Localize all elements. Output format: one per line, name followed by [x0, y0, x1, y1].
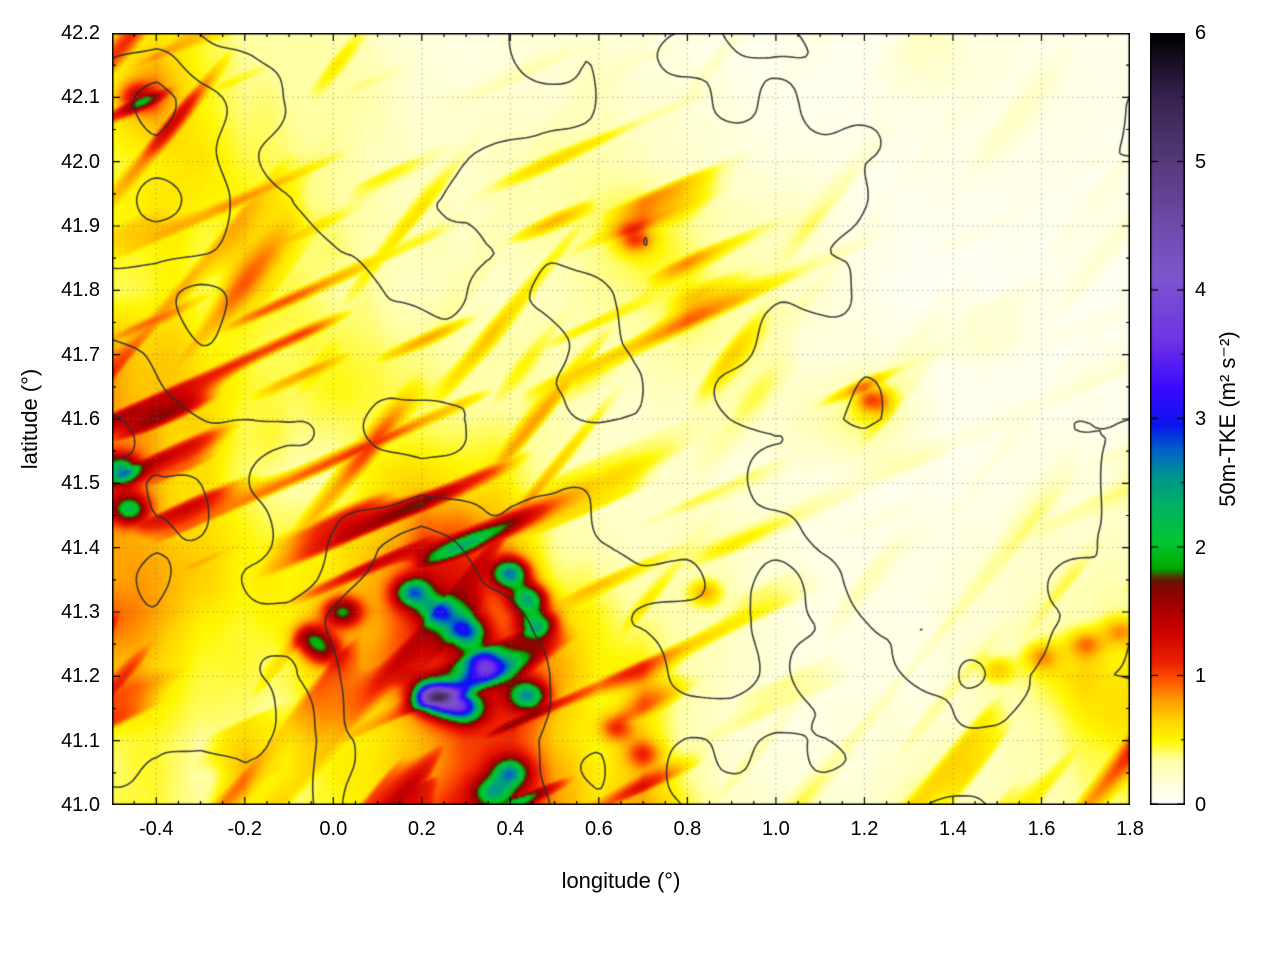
x-tick-label: -0.4: [139, 818, 174, 840]
x-tick-label: 1.0: [762, 818, 790, 840]
colorbar-tick-label: 5: [1195, 150, 1207, 173]
y-tick-label: 41.2: [61, 665, 100, 688]
y-tick-label: 41.0: [61, 794, 100, 816]
y-tick-label: 41.8: [61, 279, 100, 302]
colorbar-tick-label: 2: [1195, 536, 1207, 559]
x-tick-label: 0.8: [673, 818, 702, 840]
x-tick-label: 0.4: [496, 818, 525, 840]
heatmap-canvas: [112, 33, 1130, 805]
x-axis-label: longitude (°): [561, 868, 681, 893]
x-tick-label: 1.2: [850, 818, 879, 840]
y-tick-label: 41.7: [61, 343, 100, 366]
x-tick-label: 0.2: [407, 818, 436, 840]
colorbar-tick-label: 0: [1195, 794, 1207, 816]
x-tick-label: 0.6: [584, 818, 613, 840]
y-tick-label: 42.1: [61, 86, 100, 109]
y-axis-label: latitude (°): [17, 368, 42, 470]
colorbar: [1150, 33, 1185, 805]
colorbar-label: 50m-TKE (m² s⁻²): [1215, 331, 1240, 507]
colorbar-tick-label: 3: [1195, 408, 1207, 430]
x-tick-label: 1.6: [1027, 818, 1056, 840]
plot-area: [112, 33, 1130, 805]
x-tick-label: 1.4: [939, 818, 967, 840]
x-tick-label: -0.2: [227, 818, 263, 840]
colorbar-tick-label: 6: [1195, 22, 1207, 44]
x-tick-label: 0.0: [319, 818, 348, 840]
colorbar-tick-label: 1: [1195, 665, 1207, 688]
y-tick-label: 41.1: [61, 729, 100, 752]
y-tick-label: 41.9: [61, 215, 100, 237]
y-tick-label: 41.4: [61, 536, 100, 559]
y-tick-label: 42.0: [61, 150, 100, 173]
colorbar-tick-label: 4: [1195, 279, 1207, 302]
y-tick-label: 41.5: [61, 472, 100, 495]
x-tick-label: 1.8: [1116, 818, 1144, 840]
y-tick-label: 41.6: [61, 408, 100, 430]
y-tick-label: 41.3: [61, 601, 100, 623]
y-tick-label: 42.2: [61, 22, 100, 44]
